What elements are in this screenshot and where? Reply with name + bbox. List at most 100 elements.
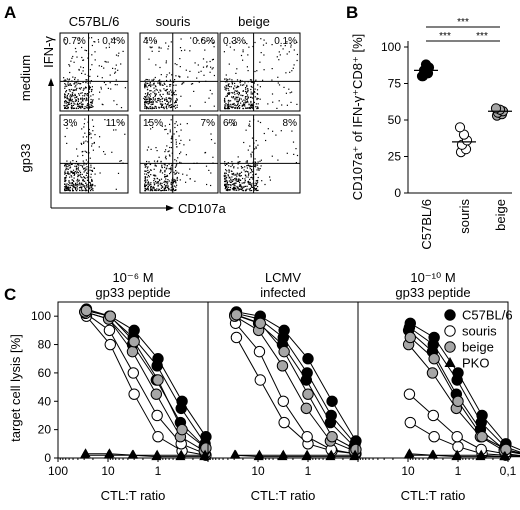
panel-b-ylabel: CD107a⁺ of IFN-γ⁺CD8⁺ [%] <box>350 34 365 201</box>
panel-c-data-point <box>126 345 139 358</box>
panel-b-chart: CD107a⁺ of IFN-γ⁺CD8⁺ [%] 0 25 50 75 100 C57B… <box>350 17 512 250</box>
panel-b-y-tick-label: 25 <box>388 150 402 164</box>
panel-c-data-point <box>151 409 163 422</box>
panel-c-data-point <box>104 310 116 322</box>
panel-b-data-point <box>416 71 428 82</box>
panel-c-x-tick-label: 100 <box>48 464 68 478</box>
panel-label-a: A <box>4 3 16 22</box>
quadrant-upper-right-percent: 0.1% <box>274 36 297 47</box>
panel-c-data-point <box>152 431 164 443</box>
panel-c-data-point <box>80 304 93 317</box>
panel-c-x-tick-label: 10 <box>401 464 415 478</box>
panel-c-series-pko <box>80 448 211 459</box>
row-label-gp33: gp33 <box>18 144 33 173</box>
panel-c-data-point <box>175 451 186 461</box>
panel-c-y-tick-label: 0 <box>44 451 51 465</box>
panel-c-series-c57bl-6 <box>229 309 360 453</box>
panel-c-data-point <box>476 431 488 443</box>
panel-c-y-tick-label: 60 <box>38 366 52 380</box>
panel-c-series-souris <box>230 331 362 460</box>
panel-c-subplot-title-line1: 10⁻⁶ M <box>112 270 153 285</box>
flow-events <box>63 37 126 110</box>
panel-c-data-point <box>404 331 416 344</box>
panel-b-y-tick-label: 75 <box>388 77 402 91</box>
flow-plot-medium-c57bl-6: 0.7% 0,4% <box>59 32 129 112</box>
panel-a-flow-grid: C57BL/6 souris beige medium gp33 IFN-γ C… <box>18 14 301 216</box>
panel-c-data-point <box>278 416 290 429</box>
panel-c-data-point <box>253 345 266 358</box>
panel-c-data-point <box>451 431 463 443</box>
panel-label-b: B <box>346 3 358 22</box>
panel-c-data-point <box>103 324 116 337</box>
panel-c-data-point <box>452 395 464 407</box>
panel-c-y-tick-label: 20 <box>38 423 52 437</box>
panel-c-series-c57bl-6 <box>229 307 361 450</box>
flow-plot-frame <box>219 114 301 194</box>
panel-c-data-point <box>152 374 164 386</box>
panel-c-data-point <box>253 451 264 461</box>
panel-b-series-beige <box>488 103 512 121</box>
panel-c-data-point <box>278 345 290 358</box>
panel-c-series-beige <box>79 306 210 457</box>
panel-c-y-tick-label: 40 <box>38 394 52 408</box>
flow-events <box>64 118 126 192</box>
panel-b-category-beige: beige <box>493 199 508 231</box>
panel-c-series-beige <box>80 304 212 454</box>
panel-c-data-point <box>499 451 510 461</box>
panel-c-x-tick-label: 1 <box>455 464 462 478</box>
quadrant-upper-right-percent: 7% <box>201 118 216 129</box>
panel-c-data-point <box>176 423 188 436</box>
panel-c-data-point <box>428 353 440 365</box>
panel-c-series-line <box>235 337 356 455</box>
panel-c-data-point <box>326 431 338 443</box>
panel-c-data-point <box>349 451 360 461</box>
panel-c-data-point <box>254 317 266 329</box>
panel-c-data-point <box>427 409 439 422</box>
panel-c-data-point <box>404 416 416 429</box>
panel-c-data-point <box>427 449 438 459</box>
panel-c-subplot-title-line1: LCMV <box>265 270 301 285</box>
panel-c-data-point <box>103 449 114 459</box>
panel-c-data-point <box>230 309 243 321</box>
quadrant-upper-right-percent: 0,4% <box>102 36 125 47</box>
panel-c-series-beige <box>229 310 360 457</box>
cd107a-axis-label: CD107a <box>178 201 226 216</box>
significance-label: *** <box>439 31 451 42</box>
panel-c-data-point <box>300 402 313 415</box>
panel-c-data-point <box>276 360 289 372</box>
flow-plot-medium-souris: 4% 0.6% <box>139 32 219 112</box>
panel-c-data-point <box>128 336 140 348</box>
panel-b-category-c57bl-6: C57BL/6 <box>419 199 434 250</box>
panel-c-series-beige <box>404 331 520 456</box>
column-label-c57bl6: C57BL/6 <box>69 14 120 29</box>
panel-c-series-c57bl-6 <box>230 306 362 447</box>
panel-c-data-point <box>301 451 312 461</box>
panel-c-data-point <box>452 440 464 453</box>
column-label-beige: beige <box>238 14 270 29</box>
panel-b-y-tick-label: 0 <box>394 186 401 200</box>
panel-c-data-point <box>127 449 138 459</box>
flow-events <box>144 119 216 192</box>
panel-c-data-point <box>302 353 314 365</box>
panel-c-series-line <box>234 314 355 448</box>
panel-c-data-point <box>403 449 414 459</box>
panel-c-data-point <box>127 367 139 379</box>
quadrant-upper-left-percent: 0.7% <box>63 36 86 47</box>
panel-c-series-line <box>408 454 520 458</box>
significance-label: *** <box>476 31 488 42</box>
flow-events <box>223 119 299 192</box>
flow-plot-frame <box>59 32 129 112</box>
panel-c-series-beige <box>230 309 362 456</box>
panel-c-data-point <box>254 374 266 386</box>
panel-b-y-tick-label: 100 <box>381 40 401 54</box>
quadrant-upper-left-percent: 0.3% <box>223 36 246 47</box>
panel-c-series-c57bl-6 <box>79 306 210 453</box>
quadrant-upper-right-percent: 8% <box>283 118 298 129</box>
flow-plot-gp33-c57bl-6: 3% 11% <box>59 114 129 194</box>
panel-c-series-c57bl-6 <box>79 304 211 450</box>
panel-c-data-point <box>403 388 416 400</box>
panel-c-data-point <box>451 374 463 386</box>
